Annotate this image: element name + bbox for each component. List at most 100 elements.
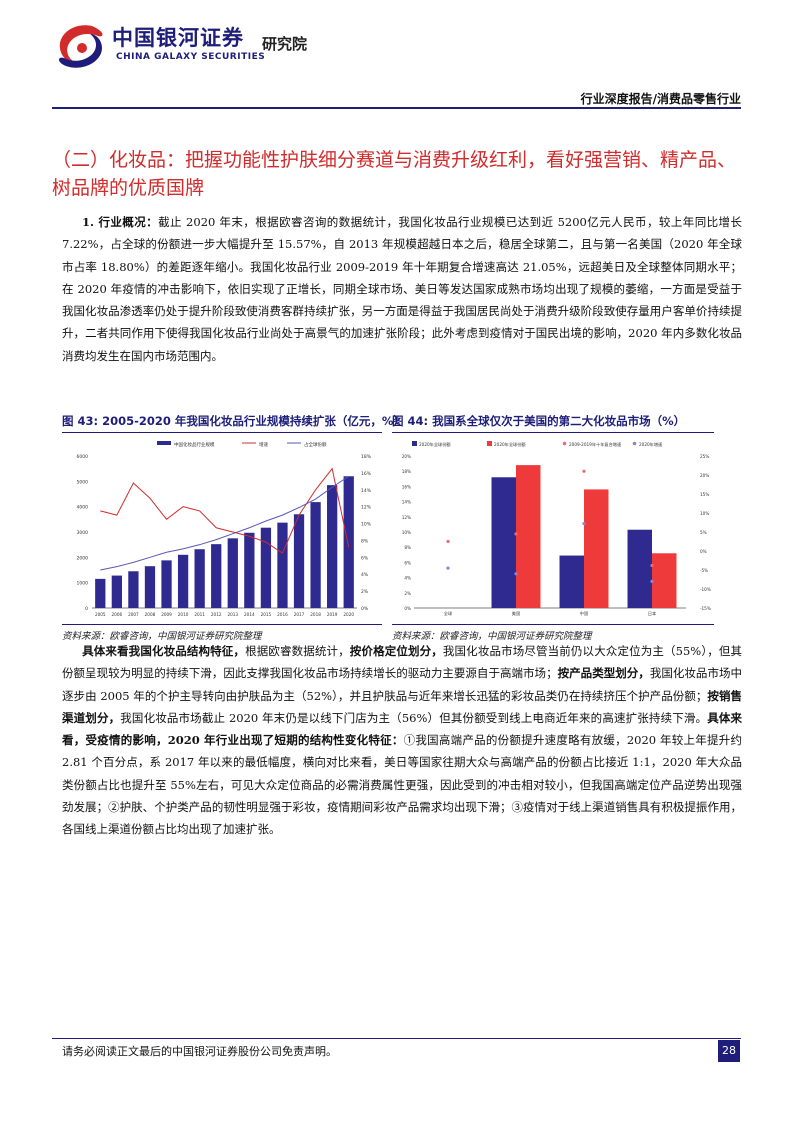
y-right-tick-label: 12% bbox=[361, 505, 372, 511]
segment: ①我国高端产品的份额提升速度略有放缓，2020 年较上年提升约 2.81 个百分… bbox=[62, 733, 742, 837]
y-left-tick-label: 2% bbox=[404, 591, 411, 596]
x-tick-label: 2015 bbox=[261, 612, 272, 617]
disclaimer-note: 请务必阅读正文最后的中国银河证券股份公司免责声明。 bbox=[62, 1045, 337, 1058]
figure-44-svg: 2020年全球份额 2020年全球份额 2009-2019年十年复合增速 2020年增… bbox=[402, 441, 711, 617]
segment: 我国化妆品市场截止 2020 年末仍是以线下门店为主（56%）但其份额受到线上电… bbox=[120, 710, 708, 725]
y-left-tick-label: 6000 bbox=[77, 454, 89, 460]
figure-43-title: 图 43: 2005-2020 年我国化妆品行业规模持续扩张（亿元，%） bbox=[62, 414, 405, 428]
x-tick-label: 2014 bbox=[244, 612, 255, 617]
y-left-tick-label: 0 bbox=[85, 606, 88, 612]
legend-swatch-point bbox=[562, 441, 567, 446]
bar-global-share-b bbox=[516, 465, 541, 608]
bar-global-share-a bbox=[559, 555, 584, 608]
segment: 我国化妆品市场中逐步由 2005 年的个护主导转向由护肤品为主（52%），并且护… bbox=[62, 666, 743, 703]
x-tick-label: 2005 bbox=[95, 612, 106, 617]
y-right-tick-label: 2% bbox=[361, 589, 369, 595]
y-left-tick-label: 18% bbox=[402, 469, 411, 474]
brand-name-cn: 中国银河证券 bbox=[112, 26, 244, 50]
figure-43-title-rule bbox=[62, 432, 382, 433]
page-header: 中国银河证券 CHINA GALAXY SECURITIES 研究院 行业深度报… bbox=[0, 0, 793, 110]
line-global-share bbox=[100, 475, 349, 571]
segment: 具体来看，受疫情的影响，2020 年行业出现了短期的结构性变化特征： bbox=[62, 710, 743, 748]
y-right-tick-label: 4% bbox=[361, 572, 369, 578]
y-left-tick-label: 2000 bbox=[77, 555, 89, 561]
y-left-tick-label: 16% bbox=[402, 484, 411, 489]
research-institute-label: 研究院 bbox=[262, 35, 308, 53]
y-right-tick-label: 0% bbox=[361, 606, 369, 612]
legend-swatch-bar bbox=[412, 441, 417, 446]
y-left-tick-label: 1000 bbox=[77, 581, 89, 587]
bar-industry-size bbox=[211, 544, 222, 608]
figure-43-chart: 中国化妆品行业规模 增速 占全球份额 0 1000 2000 3000 4000 5000 600… bbox=[62, 438, 382, 621]
paragraph-body: 截止 2020 年末，根据欧睿咨询的数据统计，我国化妆品行业规模已达到近 520… bbox=[62, 215, 742, 363]
report-type-label: 行业深度报告/消费品零售行业 bbox=[580, 92, 741, 106]
y-right-tick-label: 16% bbox=[361, 471, 372, 477]
figure-43-svg: 中国化妆品行业规模 增速 占全球份额 0 1000 2000 3000 4000 5000 600… bbox=[77, 441, 372, 617]
y-left-tick-label: 0% bbox=[404, 606, 411, 611]
y-right-tick-label: 15% bbox=[700, 492, 709, 497]
x-tick-label: 2013 bbox=[227, 612, 238, 617]
legend-label: 2020年增速 bbox=[639, 441, 663, 448]
galaxy-swirl-logo-icon bbox=[59, 25, 103, 68]
brand-name-en: CHINA GALAXY SECURITIES bbox=[116, 52, 266, 62]
y-left-tick-label: 3000 bbox=[77, 530, 89, 536]
y-right-tick-label: 14% bbox=[361, 488, 372, 494]
header-rule bbox=[52, 107, 741, 109]
bar-industry-size bbox=[95, 578, 106, 608]
point-cagr bbox=[650, 563, 654, 568]
bar-industry-size bbox=[194, 549, 205, 608]
figure-44-chart: 2020年全球份额 2020年全球份额 2009-2019年十年复合增速 2020年增… bbox=[392, 438, 714, 621]
bar-industry-size bbox=[128, 571, 139, 608]
legend-label: 2020年全球份额 bbox=[419, 441, 451, 448]
bar-industry-size bbox=[293, 514, 305, 608]
point-2020-growth bbox=[446, 566, 450, 570]
bar-global-share-a bbox=[491, 477, 516, 608]
x-tick-label: 美国 bbox=[512, 610, 520, 617]
segment: 我国化妆品市场尽管当前仍以大众定位为主（55%），但其份额呈现较为明显的持续下滑… bbox=[62, 644, 743, 681]
y-right-tick-label: 6% bbox=[361, 555, 369, 561]
y-right-tick-label: 20% bbox=[700, 473, 709, 478]
segment: 按产品类型划分， bbox=[557, 666, 650, 681]
y-right-tick-label: -5% bbox=[700, 568, 708, 573]
y-left-tick-label: 14% bbox=[402, 500, 411, 505]
legend-swatch-point bbox=[632, 441, 637, 446]
legend-label: 占全球份额 bbox=[304, 441, 327, 448]
point-2020-growth bbox=[582, 522, 586, 526]
y-right-tick-label: 25% bbox=[700, 454, 709, 459]
legend-swatch-bar bbox=[157, 441, 171, 445]
y-left-tick-label: 6% bbox=[404, 560, 411, 565]
x-tick-label: 2006 bbox=[112, 612, 123, 617]
x-tick-label: 2007 bbox=[128, 612, 139, 617]
bar-industry-size bbox=[277, 522, 288, 608]
x-tick-label: 2009 bbox=[161, 612, 172, 617]
figure-44-bottom-rule bbox=[392, 624, 714, 625]
x-tick-label: 2019 bbox=[327, 612, 338, 617]
figure-43-source: 资料来源：欧睿咨询，中国银河证券研究院整理 bbox=[62, 631, 262, 642]
bar-industry-size bbox=[111, 575, 122, 608]
point-cagr bbox=[446, 539, 450, 544]
y-right-tick-label: 10% bbox=[700, 511, 709, 516]
bar-industry-size bbox=[327, 485, 338, 608]
bar-industry-size bbox=[227, 538, 238, 608]
bar-industry-size bbox=[161, 560, 172, 608]
figure-43-bottom-rule bbox=[62, 624, 382, 625]
figure-44-title: 图 44: 我国系全球仅次于美国的第二大化妆品市场（%） bbox=[392, 414, 686, 428]
legend-label: 增速 bbox=[259, 441, 268, 448]
bar-industry-size bbox=[310, 502, 321, 608]
x-tick-label: 2010 bbox=[178, 612, 189, 617]
y-left-tick-label: 4% bbox=[404, 576, 411, 581]
bar-global-share-b bbox=[652, 553, 677, 608]
bar-industry-size bbox=[177, 554, 189, 608]
figure-44-title-rule bbox=[392, 432, 714, 433]
segment: 具体来看我国化妆品结构特征， bbox=[82, 644, 246, 658]
y-left-tick-label: 10% bbox=[402, 530, 411, 535]
x-tick-label: 日本 bbox=[648, 610, 657, 617]
y-right-tick-label: 0% bbox=[700, 549, 707, 554]
y-right-tick-label: 18% bbox=[361, 454, 372, 460]
y-right-tick-label: -10% bbox=[700, 587, 711, 592]
segment: 根据欧睿数据统计， bbox=[245, 644, 350, 658]
legend-swatch-bar bbox=[487, 441, 492, 446]
y-right-tick-label: 8% bbox=[361, 538, 369, 544]
bar-industry-size bbox=[244, 532, 255, 608]
point-2020-growth bbox=[514, 572, 518, 576]
